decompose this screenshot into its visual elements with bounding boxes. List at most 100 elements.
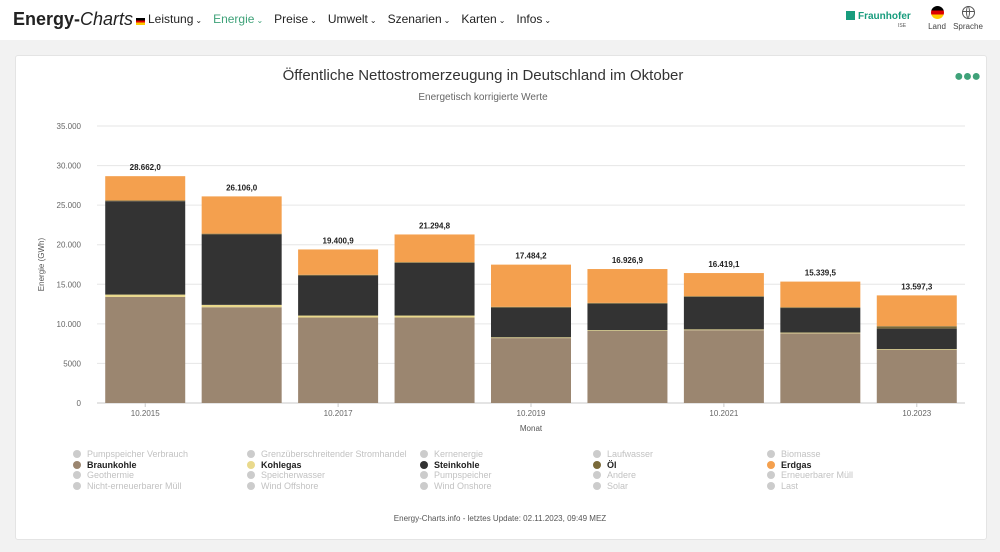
- legend-dot-icon: [593, 481, 601, 490]
- legend-item-öl[interactable]: Öl: [593, 460, 617, 470]
- legend-label: Kohlegas: [261, 459, 302, 470]
- nav-preise[interactable]: Preise ⌄: [274, 12, 317, 26]
- bar-segment--l: [105, 200, 186, 202]
- legend-item-solar[interactable]: Solar: [593, 481, 628, 491]
- legend-item-andere[interactable]: Andere: [593, 470, 636, 480]
- bar-segment-braunkohle: [394, 317, 475, 403]
- german-flag-icon: [136, 18, 146, 25]
- bar-segment--l: [201, 233, 282, 235]
- logo-italic-text: Charts: [80, 9, 134, 29]
- globe-icon: [961, 6, 975, 19]
- nav-umwelt[interactable]: Umwelt ⌄: [328, 12, 377, 26]
- legend-label: Kernenergie: [434, 449, 484, 459]
- legend-item-laufwasser[interactable]: Laufwasser: [593, 449, 653, 459]
- bar-segment-braunkohle: [683, 330, 764, 403]
- legend-dot-icon: [73, 481, 81, 490]
- y-tick-label: 25.000: [57, 201, 82, 210]
- legend-label: Nicht-erneuerbarer Müll: [87, 480, 182, 491]
- x-tick-label: 10.2021: [709, 409, 738, 418]
- chevron-down-icon: ⌄: [310, 16, 317, 25]
- bar-segment-kohlegas: [780, 332, 861, 334]
- legend-item-grenzüberschreitender-stromhandel[interactable]: Grenzüberschreitender Stromhandel: [247, 449, 407, 459]
- nav-energie[interactable]: Energie ⌄: [213, 12, 263, 26]
- x-tick-label: 10.2017: [324, 409, 353, 418]
- bar-total-label: 16.926,9: [612, 256, 644, 265]
- legend-item-speicherwasser[interactable]: Speicherwasser: [247, 470, 325, 480]
- legend-label: Grenzüberschreitender Stromhandel: [261, 449, 407, 459]
- fraunhofer-logo[interactable]: Fraunhofer ISE: [846, 11, 911, 29]
- legend-item-last[interactable]: Last: [767, 481, 798, 491]
- legend-item-kohlegas[interactable]: Kohlegas: [247, 460, 302, 470]
- legend-item-wind-offshore[interactable]: Wind Offshore: [247, 481, 318, 491]
- bar-segment-steinkohle: [587, 303, 668, 331]
- bar-segment-steinkohle: [683, 296, 764, 330]
- nav-karten[interactable]: Karten ⌄: [461, 12, 505, 26]
- legend-dot-icon: [73, 460, 81, 469]
- bar-segment-steinkohle: [394, 262, 475, 316]
- bar-segment-erdgas: [201, 196, 282, 234]
- nav-umwelt-label: Umwelt: [327, 12, 368, 26]
- legend-item-braunkohle[interactable]: Braunkohle: [73, 460, 137, 470]
- legend-item-erneuerbarer-müll[interactable]: Erneuerbarer Müll: [767, 470, 853, 480]
- legend-item-steinkohle[interactable]: Steinkohle: [420, 460, 480, 470]
- nav-leistung[interactable]: Leistung ⌄: [148, 12, 202, 26]
- nav-szenarien[interactable]: Szenarien ⌄: [388, 12, 451, 26]
- legend-dot-icon: [767, 450, 775, 458]
- legend-dot-icon: [593, 471, 601, 479]
- legend-item-geothermie[interactable]: Geothermie: [73, 470, 134, 480]
- bar-segment--l: [587, 302, 668, 304]
- bar-segment--l: [394, 262, 475, 263]
- legend-item-biomasse[interactable]: Biomasse: [767, 449, 821, 459]
- legend-item-pumpspeicher-verbrauch[interactable]: Pumpspeicher Verbrauch: [73, 449, 188, 459]
- bar-segment--l: [491, 306, 571, 308]
- sprache-button[interactable]: Sprache: [952, 6, 984, 31]
- y-axis-label: Energie (GWh): [37, 237, 46, 291]
- chevron-down-icon: ⌄: [443, 16, 451, 25]
- legend-label: Erdgas: [781, 459, 812, 470]
- legend-dot-icon: [247, 471, 255, 479]
- bar-segment--l: [683, 296, 764, 297]
- energy-charts-logo[interactable]: Energy-Charts: [13, 9, 146, 30]
- bar-segment-kohlegas: [105, 294, 186, 297]
- legend-dot-icon: [73, 471, 81, 479]
- bar-total-label: 26.106,0: [226, 183, 258, 192]
- land-label: Land: [928, 22, 946, 31]
- bar-total-label: 15.339,5: [805, 269, 837, 278]
- nav-infos-label: Infos: [516, 12, 543, 26]
- main-nav: Leistung ⌄ Energie ⌄ Preise ⌄ Umwelt ⌄ Szena…: [148, 12, 551, 26]
- legend-dot-icon: [593, 450, 601, 458]
- bar-total-label: 13.597,3: [901, 282, 933, 291]
- x-tick-label: 10.2019: [517, 409, 546, 418]
- bar-total-label: 28.662,0: [130, 163, 162, 172]
- y-tick-label: 5000: [63, 359, 81, 368]
- bar-segment-erdgas: [491, 264, 571, 307]
- chart-subtitle: Energetisch korrigierte Werte: [418, 92, 548, 103]
- legend-dot-icon: [767, 481, 775, 490]
- legend-dot-icon: [767, 471, 775, 479]
- legend-item-pumpspeicher[interactable]: Pumpspeicher: [420, 470, 492, 480]
- y-tick-label: 35.000: [57, 122, 82, 131]
- bar-segment-kohlegas: [298, 315, 379, 318]
- chevron-down-icon: ⌄: [498, 16, 506, 25]
- legend-item-wind-onshore[interactable]: Wind Onshore: [420, 481, 492, 491]
- legend-dot-icon: [247, 460, 255, 469]
- y-tick-label: 0: [77, 399, 82, 408]
- chevron-down-icon: ⌄: [544, 16, 552, 25]
- legend-item-erdgas[interactable]: Erdgas: [767, 460, 812, 470]
- bar-segment-kohlegas: [876, 349, 957, 350]
- chevron-down-icon: ⌄: [195, 16, 203, 25]
- legend-item-kernenergie[interactable]: Kernenergie: [420, 449, 483, 459]
- bar-segment-kohlegas: [587, 330, 668, 331]
- legend-dot-icon: [420, 450, 428, 458]
- legend-label: Andere: [607, 470, 637, 480]
- bar-segment--l: [298, 274, 379, 276]
- bar-segment-steinkohle: [780, 308, 861, 333]
- land-button[interactable]: Land: [921, 6, 953, 31]
- legend-label: Wind Onshore: [434, 480, 492, 491]
- more-dots-icon[interactable]: ●●●: [954, 68, 981, 85]
- bar-segment-braunkohle: [587, 330, 668, 403]
- logo-main-text: Energy-: [13, 9, 81, 29]
- y-tick-label: 30.000: [57, 162, 82, 171]
- nav-infos[interactable]: Infos ⌄: [516, 12, 551, 26]
- legend-item-nicht-erneuerbarer-müll[interactable]: Nicht-erneuerbarer Müll: [73, 481, 182, 491]
